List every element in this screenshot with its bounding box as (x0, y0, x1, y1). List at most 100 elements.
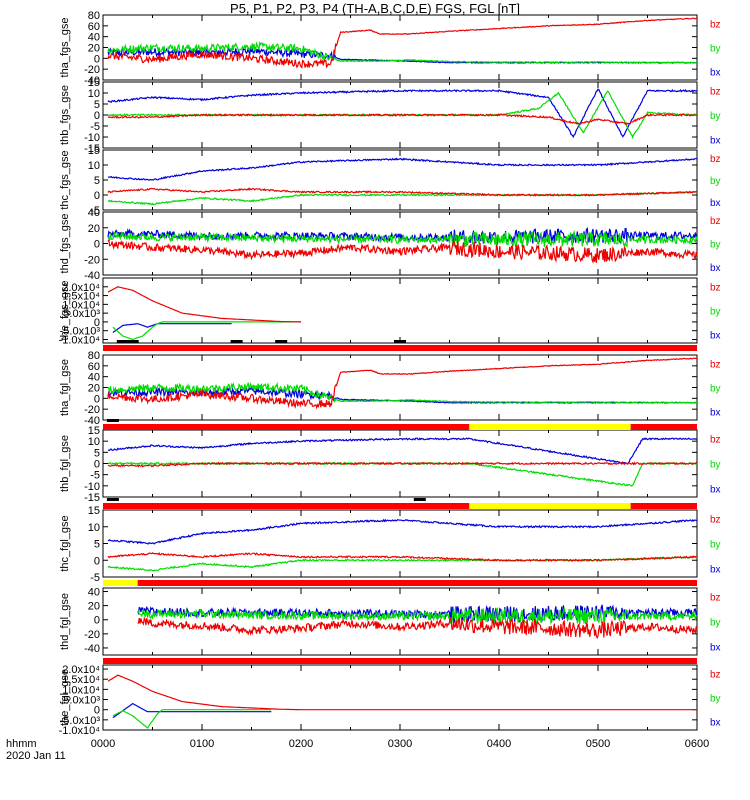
legend-bx: bx (710, 135, 721, 146)
y-tick-label: -20 (84, 64, 100, 76)
y-tick-label: -1.0x10⁴ (59, 334, 101, 346)
date-label: 2020 Jan 11 (6, 750, 66, 762)
legend-bx: bx (710, 263, 721, 274)
y-tick-label: 0 (94, 53, 100, 65)
y-tick-label: 15 (88, 505, 100, 517)
y-tick-label: -40 (84, 643, 100, 655)
y-tick-label: 2.0x10⁴ (62, 664, 100, 676)
y-tick-label: 20 (88, 601, 100, 613)
y-tick-label: 60 (88, 21, 100, 33)
status-bar-segment (137, 580, 697, 586)
y-tick-label: -40 (84, 270, 100, 282)
x-axis-unit-label: hhmm (6, 738, 37, 750)
series-line-by (107, 90, 698, 140)
legend-bx: bx (710, 642, 721, 653)
y-tick-label: 80 (88, 350, 100, 362)
y-tick-label: 0 (94, 615, 100, 627)
status-bar-segment (103, 345, 697, 351)
y-tick-label: 0 (94, 393, 100, 405)
x-tick-label: 0000 (91, 738, 115, 750)
y-tick-label: 1.0x10⁴ (62, 684, 100, 696)
status-bar-segment (630, 503, 697, 509)
legend-bz: bz (710, 435, 721, 446)
legend-by: by (710, 307, 721, 318)
legend-bx: bx (710, 198, 721, 209)
y-tick-label: -5.0x10³ (60, 326, 101, 338)
y-tick-label: 40 (88, 32, 100, 44)
legend-by: by (710, 384, 721, 395)
series-line-bx (107, 157, 698, 181)
y-axis-label: tha_fgl_gse (59, 359, 71, 416)
legend-by: by (710, 240, 721, 251)
x-tick-label: 0300 (388, 738, 412, 750)
y-tick-label: -10 (84, 481, 100, 493)
status-bar-segment (103, 580, 138, 586)
y-tick-label: 10 (88, 160, 100, 172)
legend-bx: bx (710, 408, 721, 419)
legend-by: by (710, 694, 721, 705)
legend-bz: bz (710, 87, 721, 98)
legend-bz: bz (710, 154, 721, 165)
status-bar-marker (106, 498, 119, 501)
series-line-bz (107, 187, 698, 197)
x-tick-label: 0500 (586, 738, 610, 750)
status-bar-marker (275, 340, 288, 343)
y-tick-label: 0 (94, 110, 100, 122)
y-tick-label: 5 (94, 447, 100, 459)
y-tick-label: 10 (88, 522, 100, 534)
y-tick-label: 15 (88, 77, 100, 89)
y-tick-label: 5 (94, 175, 100, 187)
y-tick-label: -15 (84, 143, 100, 155)
x-tick-label: 0600 (685, 738, 709, 750)
y-axis-label: thb_fgs_gse (59, 85, 71, 145)
y-tick-label: -5 (90, 572, 100, 584)
series-line-bx (112, 702, 272, 719)
y-tick-label: 20 (88, 223, 100, 235)
y-tick-label: -15 (84, 492, 100, 504)
y-tick-label: -40 (84, 415, 100, 427)
series-line-bz (107, 357, 698, 410)
status-bar-marker (116, 340, 129, 343)
legend-bz: bz (710, 669, 721, 680)
legend-bz: bz (710, 359, 721, 370)
y-tick-label: 80 (88, 10, 100, 22)
series-line-by (112, 321, 301, 341)
x-tick-label: 0100 (190, 738, 214, 750)
legend-bx: bx (710, 484, 721, 495)
series-line-by (137, 605, 698, 626)
panel-frame (102, 14, 698, 81)
y-tick-label: 0 (94, 555, 100, 567)
legend-bx: bx (710, 564, 721, 575)
series-line-bx (112, 323, 232, 333)
status-bar-segment (103, 658, 697, 664)
status-bar-marker (230, 340, 243, 343)
legend-by: by (710, 540, 721, 551)
y-tick-label: 10 (88, 436, 100, 448)
legend-bx: bx (710, 68, 721, 79)
y-tick-label: -5 (90, 470, 100, 482)
series-line-by (107, 190, 698, 206)
x-tick-label: 0400 (487, 738, 511, 750)
y-tick-label: -20 (84, 629, 100, 641)
y-axis-label: thd_fgl_gse (59, 593, 71, 650)
status-bar-marker (394, 340, 406, 343)
y-tick-label: 20 (88, 43, 100, 55)
y-axis-label: thc_fgl_gse (59, 515, 71, 571)
series-line-bz (107, 17, 698, 69)
series-line-bz (107, 238, 698, 264)
y-tick-label: -1.0x10⁴ (59, 725, 101, 737)
y-axis-label: thd_fgs_gse (59, 214, 71, 274)
status-bar-segment (469, 424, 631, 430)
series-line-by (107, 40, 698, 64)
y-tick-label: 0 (94, 459, 100, 471)
legend-by: by (710, 44, 721, 55)
panel-frame (102, 354, 698, 421)
legend-bx: bx (710, 718, 721, 729)
status-bar-marker (106, 419, 119, 422)
series-line-bx (107, 437, 698, 465)
series-line-bz (107, 674, 697, 711)
y-tick-label: 0 (94, 317, 100, 329)
series-line-by (112, 709, 272, 729)
y-tick-label: -40 (84, 75, 100, 87)
